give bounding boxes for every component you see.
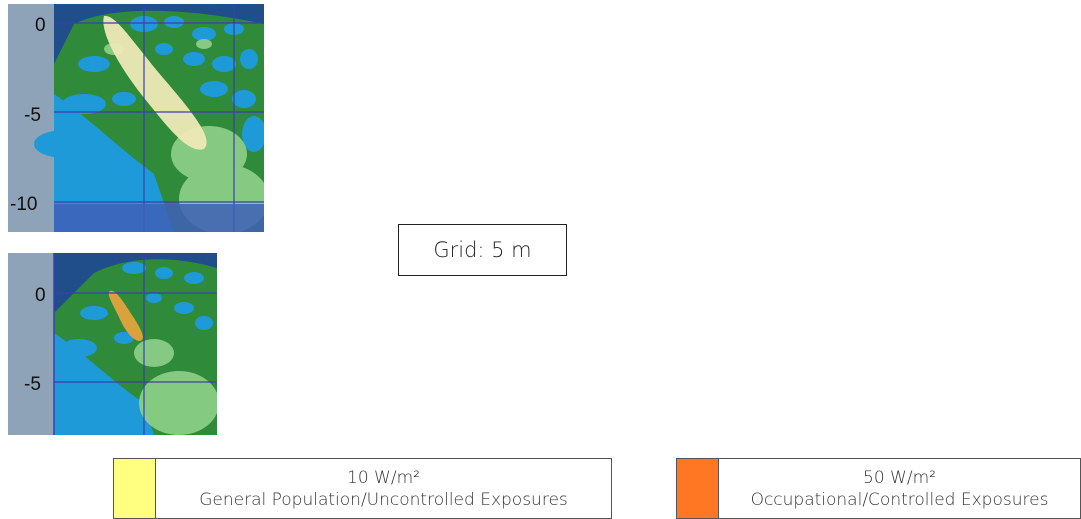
legend-value: 10 W/m² — [347, 467, 420, 488]
y-tick-label: -5 — [24, 374, 41, 395]
exposure-plume — [108, 290, 143, 341]
legend-value: 50 W/m² — [863, 467, 936, 488]
exposure-plume — [103, 15, 207, 150]
legend-general-population: 10 W/m² General Population/Uncontrolled … — [113, 458, 612, 519]
y-tick-label: -10 — [10, 194, 38, 215]
bottom-field-map — [53, 253, 217, 435]
legend-occupational: 50 W/m² Occupational/Controlled Exposure… — [676, 458, 1081, 519]
top-field-map — [34, 4, 264, 232]
y-tick-label: 0 — [35, 285, 46, 306]
legend-description: General Population/Uncontrolled Exposure… — [199, 489, 568, 510]
grid-scale-label: Grid: 5 m — [398, 224, 567, 276]
y-tick-label: -5 — [24, 105, 41, 126]
y-tick-label: 0 — [35, 15, 46, 36]
bottom-exposure-plot: 0 -5 — [8, 253, 217, 435]
legend-swatch-yellow — [114, 459, 156, 518]
top-exposure-plot: 0 -5 -10 — [8, 4, 264, 232]
legend-swatch-orange — [677, 459, 719, 518]
legend-description: Occupational/Controlled Exposures — [750, 489, 1049, 510]
